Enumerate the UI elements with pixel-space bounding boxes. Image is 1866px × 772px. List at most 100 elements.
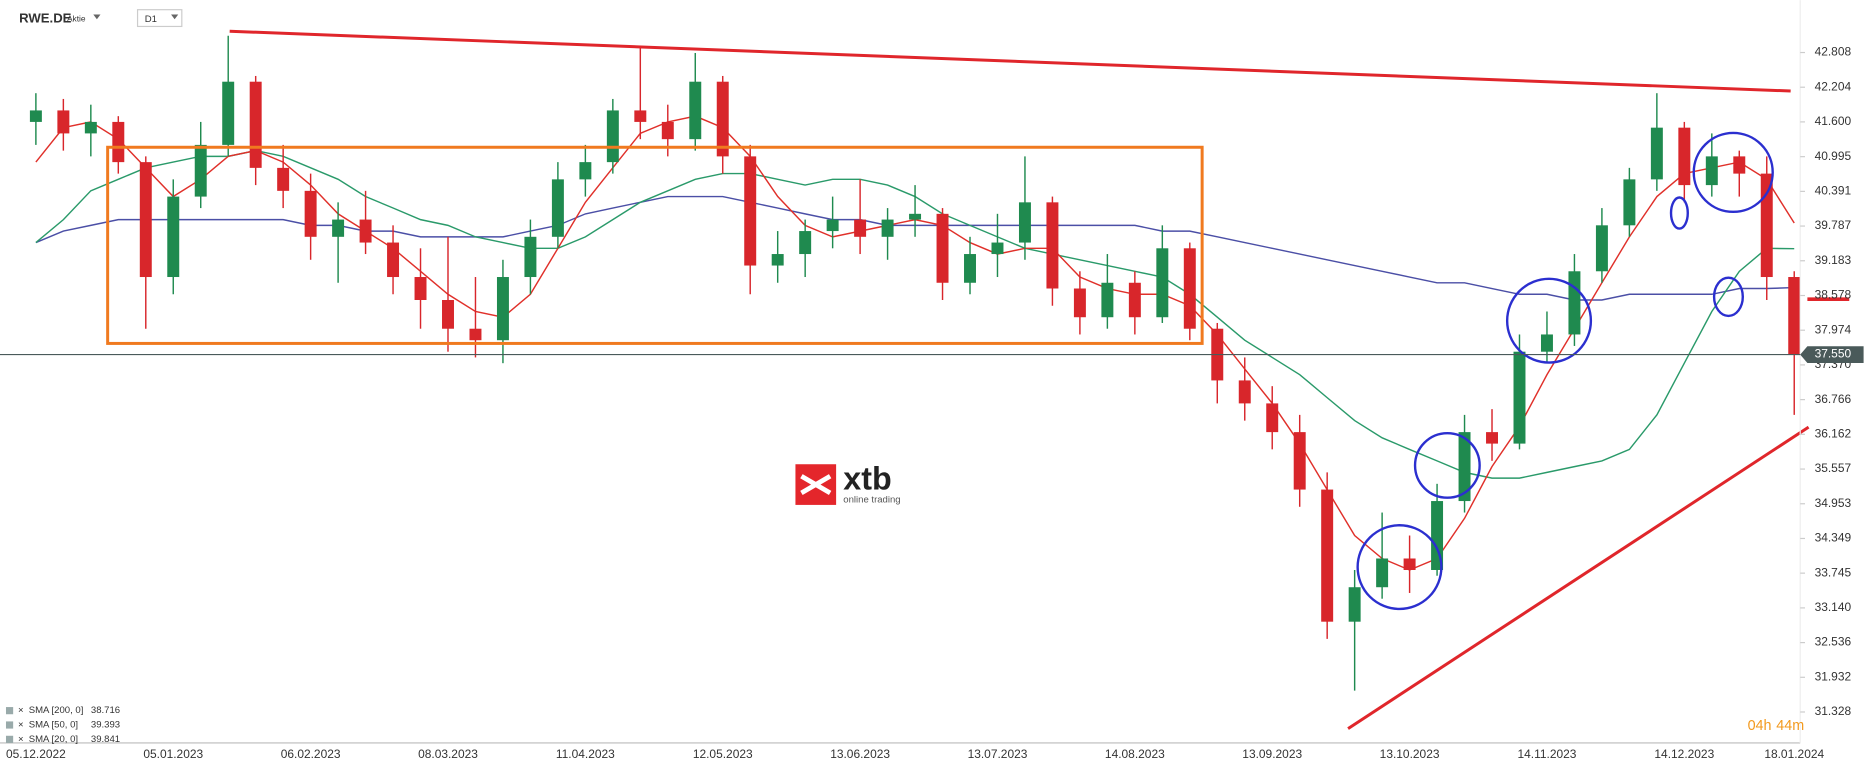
candle-body [1623, 179, 1636, 226]
highlight-circle [1413, 431, 1481, 499]
x-tick-label: 05.01.2023 [143, 747, 203, 761]
candle-body [29, 110, 42, 122]
annotations [106, 29, 1850, 730]
logo-tagline: online trading [843, 495, 900, 506]
candle-body [387, 242, 400, 278]
last-price-box [1800, 346, 1864, 363]
candle-body [414, 277, 427, 300]
candle-body [139, 162, 152, 278]
y-tick-label: 33.745 [1815, 565, 1852, 579]
candle-body [606, 110, 619, 163]
x-tick-label: 13.09.2023 [1242, 747, 1302, 761]
timeframe: D1 [145, 14, 157, 25]
range-box [106, 145, 1204, 345]
candle-body [1128, 282, 1141, 318]
candle-body [854, 219, 867, 237]
legend-label: SMA [50, 0] [29, 720, 78, 731]
legend-x: × [18, 734, 24, 745]
candle-body [826, 219, 839, 232]
dropdown-arrow[interactable] [171, 14, 179, 20]
legend-label: SMA [200, 0] [29, 705, 84, 716]
candle-body [909, 213, 922, 220]
y-tick-label: 38.578 [1815, 288, 1852, 302]
x-tick-label: 14.08.2023 [1105, 747, 1165, 761]
y-tick-label: 31.932 [1815, 669, 1852, 683]
y-tick-label: 34.349 [1815, 531, 1852, 545]
x-tick-label: 05.12.2022 [6, 747, 66, 761]
x-tick-label: 14.12.2023 [1654, 747, 1714, 761]
candle-body [634, 110, 647, 122]
y-tick-label: 41.600 [1815, 114, 1852, 128]
countdown-minutes: 44m [1776, 718, 1804, 734]
last-price-label: 37.550 [1815, 347, 1852, 361]
dropdown-arrow[interactable] [93, 14, 101, 20]
candle-body [1348, 587, 1361, 622]
legend-x: × [18, 720, 24, 731]
candle-body [332, 219, 345, 237]
candle-body [744, 156, 757, 266]
candle-body [84, 121, 97, 134]
y-tick-label: 39.787 [1815, 218, 1852, 232]
candle-body [1018, 202, 1031, 243]
candle-body [1650, 127, 1663, 180]
candle-body [1678, 127, 1691, 186]
countdown-hours: 04h [1748, 718, 1772, 734]
y-tick-label: 36.766 [1815, 392, 1852, 406]
highlight-circle [1669, 196, 1689, 230]
support-line [1347, 425, 1810, 730]
candle-body [1073, 288, 1086, 318]
candle-body [1183, 248, 1196, 329]
x-tick-label: 13.07.2023 [968, 747, 1028, 761]
x-tick-label: 14.11.2023 [1517, 747, 1576, 761]
candle-body [1458, 432, 1471, 502]
legend-value: 38.716 [91, 705, 120, 716]
candle-body [1046, 202, 1059, 289]
countdown: 04h 44m [1748, 718, 1805, 734]
candle-body [57, 110, 70, 134]
logo: xtb online trading [795, 461, 901, 506]
candle-body [799, 231, 812, 255]
candle-body [112, 121, 125, 163]
x-tick-label: 13.10.2023 [1380, 747, 1440, 761]
highlight-circle [1692, 131, 1774, 214]
candle-body [1540, 334, 1553, 352]
y-tick-label: 34.953 [1815, 496, 1852, 510]
x-tick-label: 13.06.2023 [830, 747, 890, 761]
y-tick-label: 42.204 [1815, 79, 1852, 93]
candle-body [304, 190, 317, 237]
candle-body [771, 254, 784, 266]
y-tick-label: 32.536 [1815, 635, 1852, 649]
x-tick-label: 08.03.2023 [418, 747, 478, 761]
logo-x [800, 474, 832, 496]
candle-body [579, 162, 592, 180]
candle-body [991, 242, 1004, 255]
y-tick-label: 31.328 [1815, 704, 1852, 718]
legend-label: SMA [20, 0] [29, 734, 78, 745]
candle-body [1595, 225, 1608, 272]
candle-body [1376, 558, 1389, 588]
x-tick-label: 12.05.2023 [693, 747, 753, 761]
instrument-kind: Aktie [67, 13, 86, 23]
y-tick-label: 40.995 [1815, 149, 1852, 163]
y-tick-label: 33.140 [1815, 600, 1852, 614]
legend-value: 39.393 [91, 720, 120, 731]
candle-body [194, 144, 207, 197]
highlight-circle [1505, 277, 1593, 364]
candle-body [716, 81, 729, 157]
legend-icon [5, 721, 14, 729]
candle-body [1513, 351, 1526, 444]
candle-body [249, 81, 262, 168]
candle-body [1156, 248, 1169, 318]
candle-body [964, 254, 976, 283]
candle-body [1568, 271, 1581, 335]
legend-icon [5, 707, 14, 715]
candle-body [881, 219, 894, 237]
candle-body [551, 179, 564, 237]
timeframe-select[interactable] [136, 9, 183, 28]
y-tick-label: 40.391 [1815, 184, 1852, 198]
y-tick-label: 36.162 [1815, 426, 1852, 440]
candle-body [359, 219, 372, 243]
candle-body [442, 299, 454, 329]
legend-icon [5, 735, 14, 743]
